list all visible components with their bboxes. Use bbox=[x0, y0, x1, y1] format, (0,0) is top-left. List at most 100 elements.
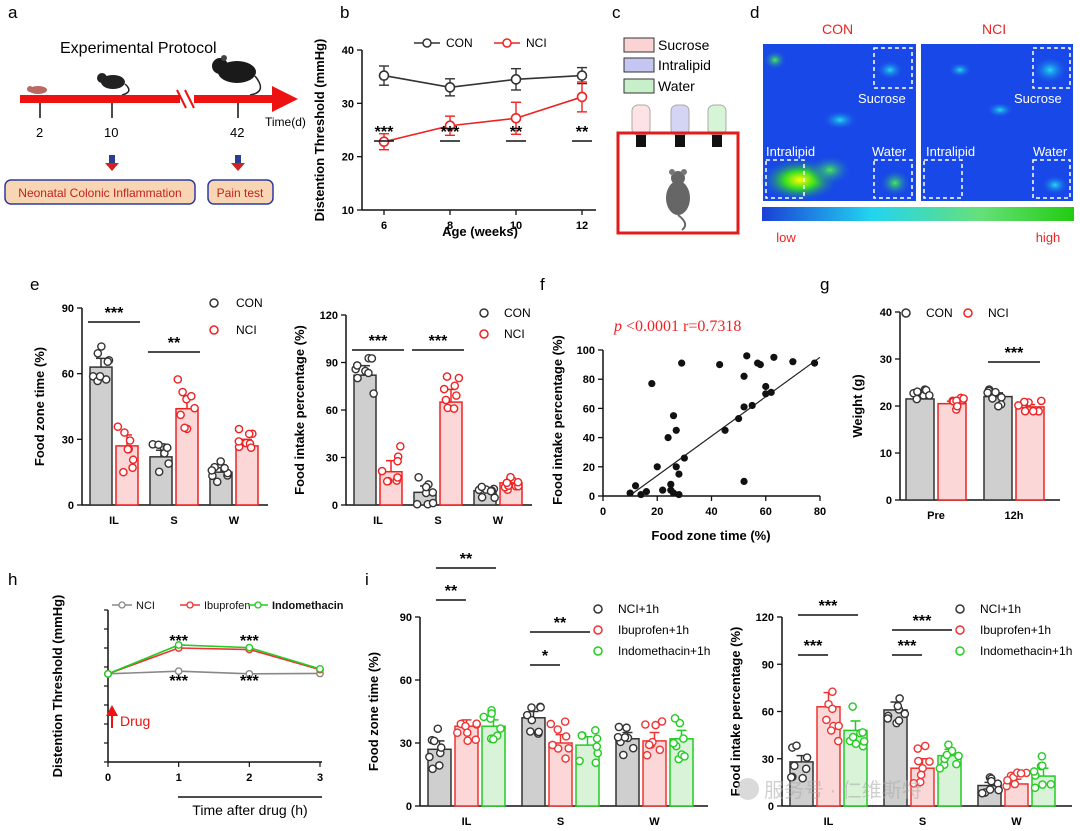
legend-marker bbox=[593, 646, 603, 656]
data-point bbox=[449, 404, 459, 413]
data-point bbox=[412, 499, 422, 509]
data-point bbox=[920, 741, 930, 751]
chart-f-scatter: 0 20 40 60 80 100 Food intake percentage (%) 0 2… bbox=[550, 335, 826, 543]
data-point bbox=[591, 726, 600, 735]
data-point bbox=[912, 394, 922, 404]
data-point bbox=[560, 717, 570, 726]
data-point bbox=[1030, 783, 1040, 793]
significance-stars: ** bbox=[168, 335, 181, 352]
data-point bbox=[575, 756, 584, 766]
data-point bbox=[985, 785, 995, 794]
x-tick-label: 3 bbox=[317, 772, 323, 784]
series-line-ibuprofen bbox=[107, 647, 321, 675]
intralipid-zone-con bbox=[765, 159, 805, 199]
data-point bbox=[644, 740, 654, 750]
data-point bbox=[428, 488, 438, 497]
significance-stars: *** bbox=[1005, 345, 1024, 362]
data-point bbox=[786, 773, 796, 782]
legend-marker-nci bbox=[963, 308, 973, 318]
data-point bbox=[245, 643, 254, 652]
y-tick-label: 120 bbox=[320, 310, 338, 322]
y-tick-label: 100 bbox=[577, 345, 595, 357]
x-tick-label: W bbox=[1011, 816, 1022, 828]
y-tick-label: 0 bbox=[68, 500, 74, 512]
drug-annotation: Drug bbox=[120, 713, 150, 729]
adult-mouse-icon bbox=[212, 55, 262, 96]
data-point bbox=[997, 393, 1006, 402]
water-zone-con bbox=[873, 159, 913, 199]
data-point bbox=[851, 739, 861, 749]
test-box bbox=[207, 179, 274, 205]
data-point bbox=[454, 373, 464, 383]
data-point bbox=[477, 492, 487, 502]
x-tick-label: S bbox=[434, 515, 441, 527]
legend-marker-nci bbox=[502, 38, 512, 48]
data-point bbox=[442, 372, 452, 381]
data-point bbox=[364, 368, 373, 378]
x-tick-label: W bbox=[229, 515, 240, 527]
data-point bbox=[104, 669, 112, 678]
series-line-con bbox=[383, 74, 583, 89]
data-point bbox=[103, 357, 113, 366]
data-point bbox=[244, 429, 254, 439]
data-point bbox=[1028, 406, 1038, 416]
data-point bbox=[1010, 779, 1020, 789]
data-point bbox=[510, 74, 522, 85]
scatter-point bbox=[735, 415, 743, 423]
data-point bbox=[900, 709, 910, 719]
data-point bbox=[1037, 761, 1047, 770]
pup-mouse-icon bbox=[27, 86, 47, 94]
significance-stars: *** bbox=[105, 305, 124, 322]
data-point bbox=[642, 750, 652, 760]
data-point bbox=[352, 361, 362, 370]
data-point bbox=[798, 773, 807, 783]
legend-label-intralipid: Intralipid bbox=[658, 57, 711, 73]
y-tick-label: 90 bbox=[762, 659, 774, 671]
treatment-box bbox=[4, 179, 196, 205]
data-point bbox=[128, 463, 137, 472]
data-point bbox=[834, 721, 843, 731]
data-point bbox=[592, 734, 602, 743]
x-tick-label: IL bbox=[373, 515, 383, 527]
data-point bbox=[369, 389, 378, 398]
zone-label-water-con: Water bbox=[872, 144, 907, 159]
data-point bbox=[914, 756, 923, 766]
series-line-indomethacin bbox=[107, 644, 321, 675]
legend-swatch-water bbox=[623, 78, 655, 94]
legend-marker bbox=[593, 604, 603, 614]
legend-marker bbox=[254, 601, 262, 609]
scatter-point bbox=[648, 379, 656, 388]
scatter-point bbox=[740, 477, 748, 485]
data-point bbox=[128, 455, 138, 465]
data-point bbox=[620, 733, 630, 742]
y-axis-label: Food zone time (%) bbox=[32, 347, 47, 466]
bar-nci bbox=[439, 401, 463, 506]
scatter-point bbox=[762, 390, 770, 398]
significance-stars: *** bbox=[804, 638, 823, 655]
data-point bbox=[463, 736, 472, 745]
data-point bbox=[1046, 779, 1056, 789]
watermark-text: 服务号 · 仁维斯特 bbox=[764, 779, 922, 802]
data-point bbox=[396, 441, 405, 451]
data-point bbox=[679, 734, 688, 743]
x-axis-label: Time after drug (h) bbox=[192, 802, 307, 818]
data-point bbox=[378, 70, 390, 81]
scatter-point bbox=[762, 382, 770, 391]
panel-label-a: a bbox=[8, 3, 18, 22]
scatter-point bbox=[770, 353, 778, 361]
scatter-point bbox=[664, 434, 672, 442]
y-tick-label: 90 bbox=[326, 358, 338, 370]
scatter-point bbox=[756, 361, 764, 369]
panel-c: c Sucrose Intralipid Water bbox=[612, 3, 740, 235]
data-point bbox=[553, 725, 563, 734]
data-point bbox=[216, 457, 225, 466]
data-point bbox=[641, 720, 650, 729]
y-tick-label: 0 bbox=[768, 801, 774, 813]
data-point bbox=[477, 482, 487, 492]
x-tick-label: 20 bbox=[651, 506, 663, 518]
heatmap-con-title: CON bbox=[822, 21, 853, 37]
data-point bbox=[487, 709, 496, 718]
scatter-point bbox=[748, 401, 756, 410]
intralipid-bottle-icon bbox=[670, 104, 690, 147]
